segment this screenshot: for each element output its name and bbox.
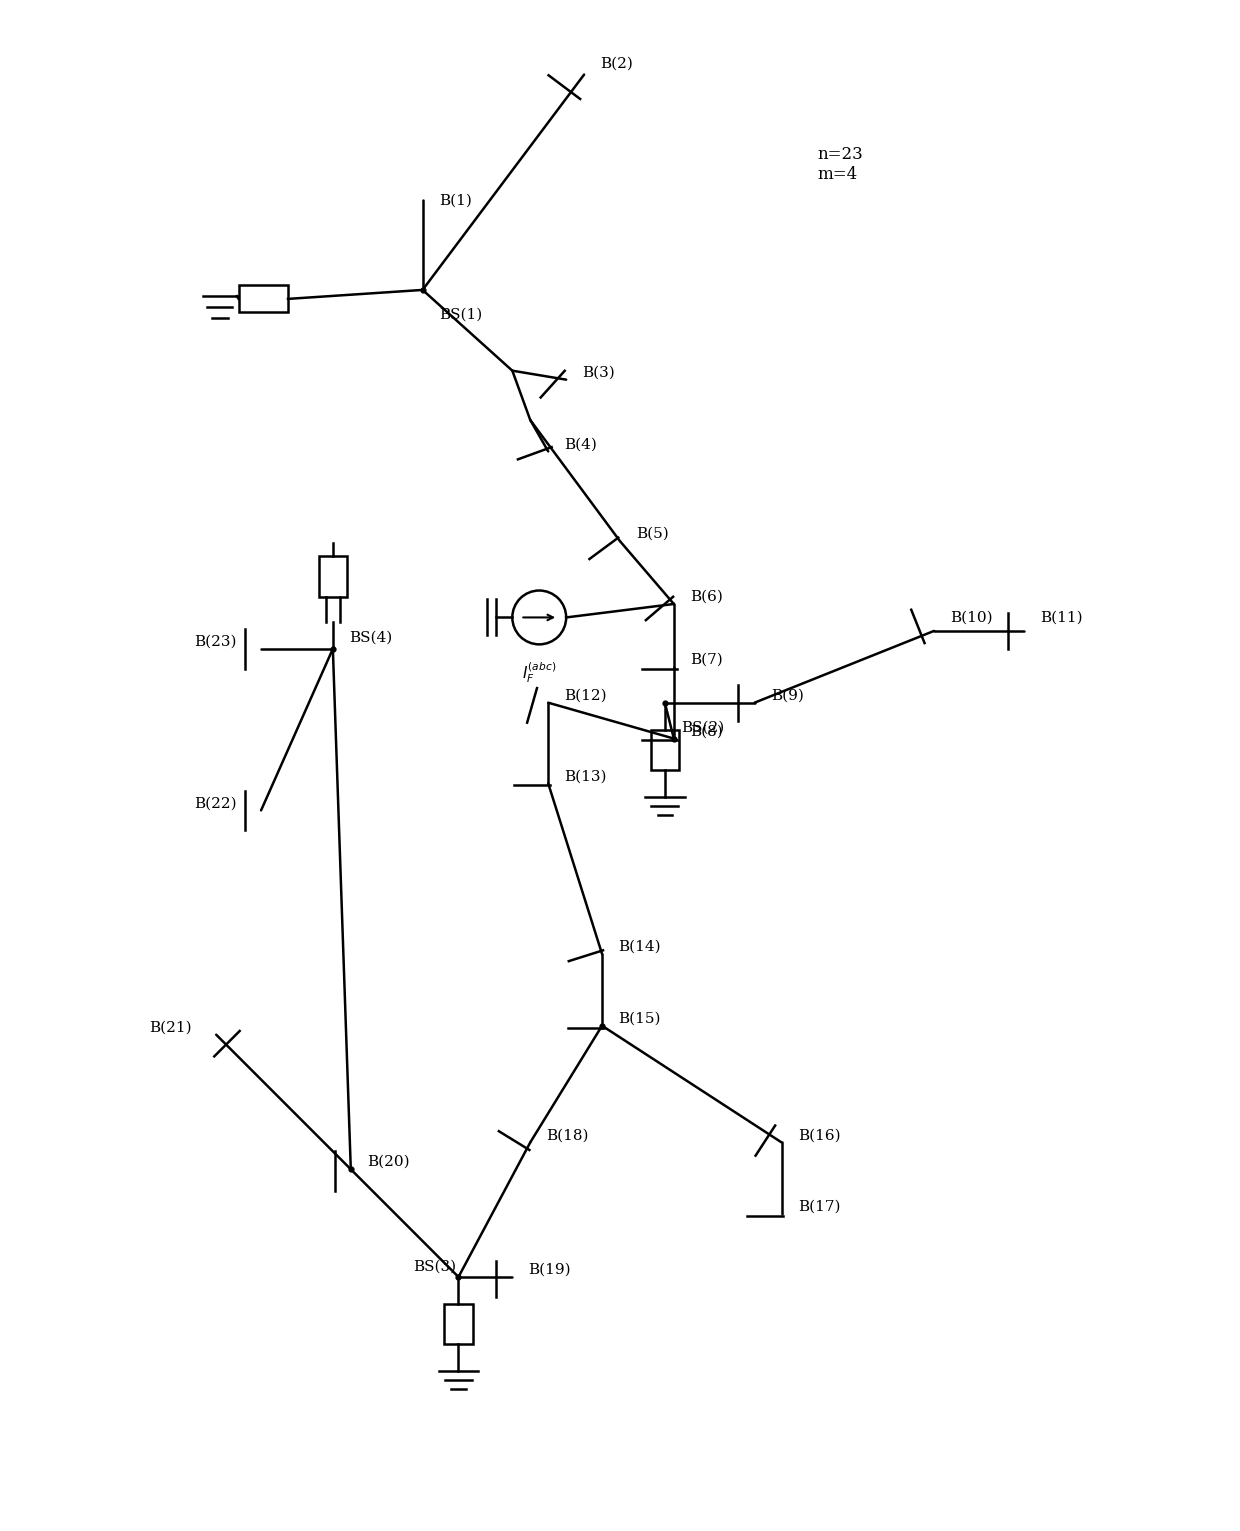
Bar bbox=[238, 285, 288, 312]
Text: B(6): B(6) bbox=[689, 589, 723, 603]
Text: B(19): B(19) bbox=[528, 1263, 572, 1277]
Text: B(17): B(17) bbox=[797, 1200, 841, 1214]
Text: B(3): B(3) bbox=[583, 366, 615, 380]
Text: B(7): B(7) bbox=[689, 652, 723, 666]
Text: BS(4): BS(4) bbox=[348, 631, 392, 645]
Text: BS(1): BS(1) bbox=[439, 308, 482, 322]
Bar bbox=[444, 1304, 472, 1344]
Text: B(12): B(12) bbox=[564, 689, 608, 703]
Text: B(16): B(16) bbox=[797, 1128, 841, 1142]
Text: B(20): B(20) bbox=[367, 1154, 409, 1170]
Text: B(10): B(10) bbox=[950, 611, 993, 625]
Text: B(4): B(4) bbox=[564, 438, 598, 452]
Text: B(22): B(22) bbox=[193, 796, 237, 810]
Text: B(14): B(14) bbox=[619, 940, 661, 954]
Text: BS(3): BS(3) bbox=[414, 1258, 456, 1274]
Text: BS(2): BS(2) bbox=[681, 721, 724, 735]
Text: B(21): B(21) bbox=[149, 1021, 191, 1035]
Bar bbox=[651, 730, 680, 770]
Text: B(11): B(11) bbox=[1040, 611, 1083, 625]
Text: B(13): B(13) bbox=[564, 769, 606, 784]
Text: n=23
m=4: n=23 m=4 bbox=[817, 145, 863, 182]
Text: B(2): B(2) bbox=[600, 57, 634, 70]
Text: B(1): B(1) bbox=[439, 193, 471, 207]
Text: $I_F^{(abc)}$: $I_F^{(abc)}$ bbox=[522, 660, 557, 686]
Text: B(23): B(23) bbox=[193, 635, 237, 649]
Text: B(5): B(5) bbox=[636, 527, 668, 540]
Text: B(15): B(15) bbox=[619, 1012, 661, 1026]
Text: B(9): B(9) bbox=[771, 689, 804, 703]
Text: B(18): B(18) bbox=[547, 1128, 589, 1142]
Text: B(8): B(8) bbox=[689, 724, 723, 738]
Bar bbox=[319, 556, 347, 597]
